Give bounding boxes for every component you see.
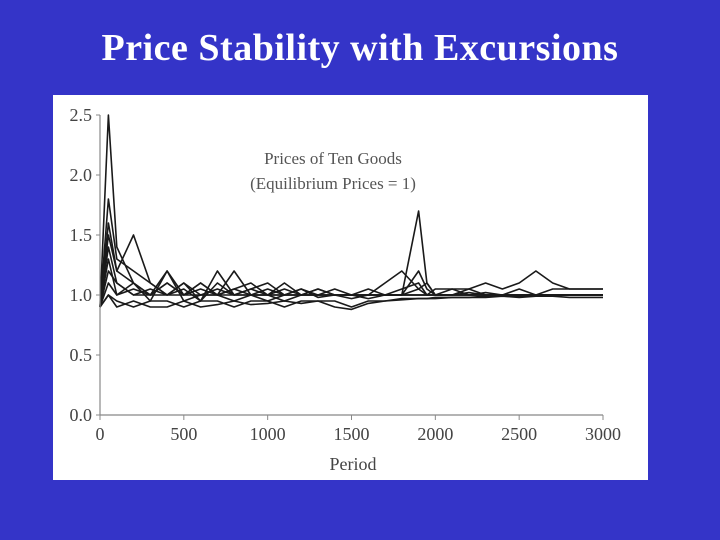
x-axis-label: Period (330, 454, 377, 474)
slide-title: Price Stability with Excursions (101, 27, 619, 69)
price-chart: 0 500 1000 1500 2000 2500 3000 0.0 0.5 1.0 1.5 2.0 2… (70, 105, 622, 474)
price-series-2 (99, 114, 603, 308)
x-tick-label: 1000 (250, 424, 286, 444)
x-tick-label: 2000 (417, 424, 453, 444)
y-tick-label: 2.5 (70, 105, 93, 125)
series-layer (99, 114, 603, 311)
x-tick-label: 3000 (585, 424, 621, 444)
x-tick-label: 0 (96, 424, 105, 444)
price-series-10 (99, 222, 603, 308)
y-tick-label: 0.0 (70, 405, 93, 425)
x-tick-label: 2500 (501, 424, 537, 444)
ticks-layer: 0 500 1000 1500 2000 2500 3000 0.0 0.5 1.0 1.5 2.0 2… (70, 105, 622, 444)
y-tick-label: 0.5 (70, 345, 93, 365)
price-series-1 (99, 198, 603, 308)
y-tick-label: 1.5 (70, 225, 93, 245)
price-series-9 (99, 294, 603, 308)
x-tick-label: 500 (170, 424, 197, 444)
chart-subtitle: (Equilibrium Prices = 1) (250, 174, 416, 193)
chart-title: Prices of Ten Goods (264, 149, 402, 168)
y-tick-label: 2.0 (70, 165, 93, 185)
chart-panel: 0 500 1000 1500 2000 2500 3000 0.0 0.5 1.0 1.5 2.0 2… (53, 95, 648, 480)
y-tick-label: 1.0 (70, 285, 93, 305)
x-tick-label: 1500 (334, 424, 370, 444)
